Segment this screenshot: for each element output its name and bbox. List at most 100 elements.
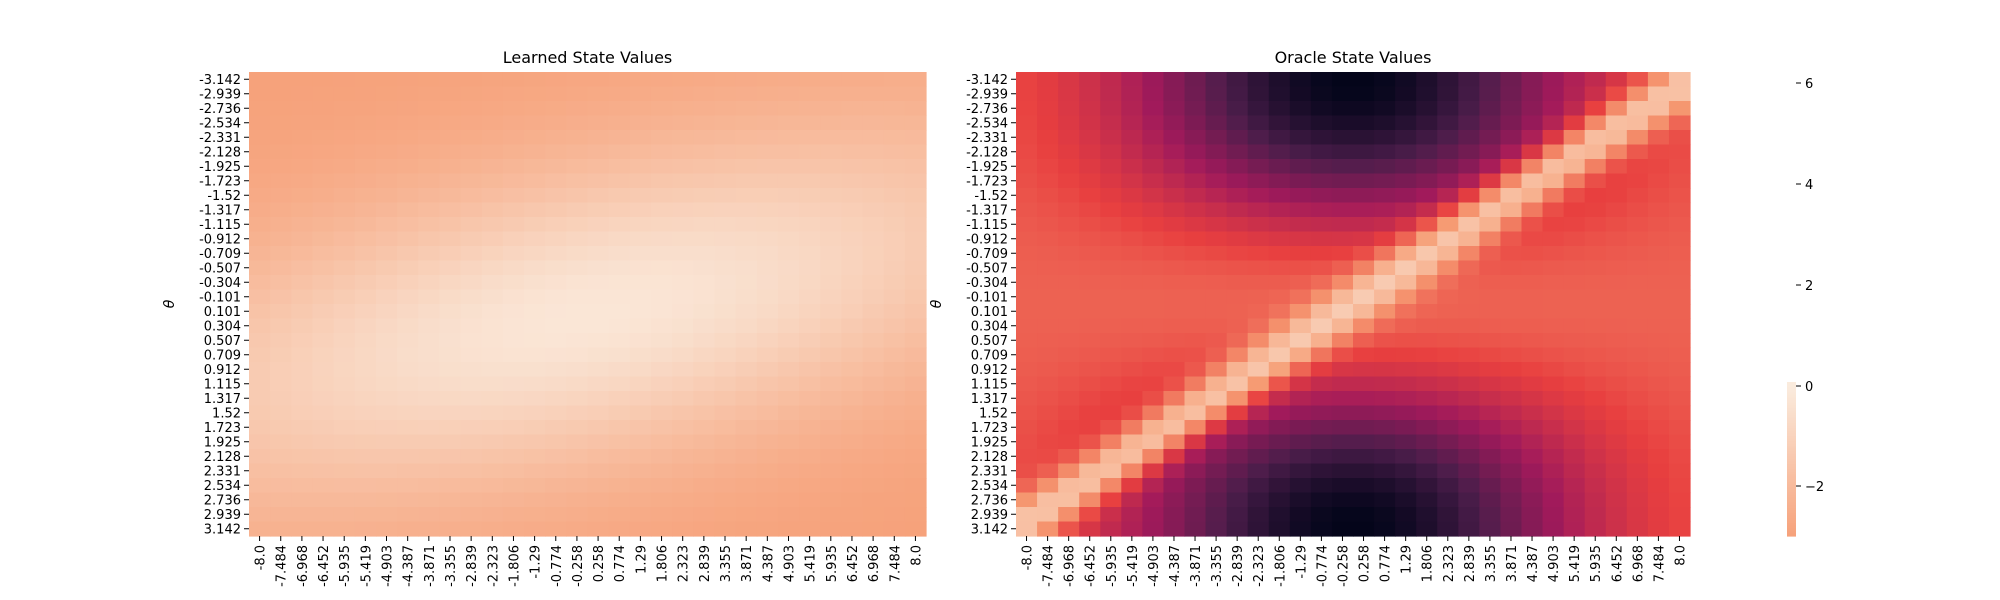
heatmap-cell	[333, 507, 356, 523]
heatmap-cell	[481, 260, 504, 276]
heatmap-cell	[1416, 86, 1438, 102]
heatmap-cell	[650, 231, 673, 247]
heatmap-cell	[1205, 246, 1228, 262]
heatmap-cell	[862, 246, 885, 262]
heatmap-cell	[1437, 362, 1459, 378]
heatmap-cell	[756, 173, 779, 189]
heatmap-cell	[1058, 144, 1080, 160]
heatmap-cell	[714, 507, 737, 523]
heatmap-cell	[1289, 333, 1312, 349]
heatmap-cell	[1542, 521, 1565, 537]
heatmap-cell	[1563, 231, 1586, 247]
heatmap-cell	[1479, 101, 1502, 117]
heatmap-cell	[1605, 144, 1628, 160]
x-tick-label: 7.484	[1652, 545, 1667, 582]
heatmap-cell	[1647, 463, 1670, 479]
heatmap-cell	[502, 202, 525, 218]
heatmap-cell	[799, 507, 821, 523]
heatmap-cell	[1416, 231, 1438, 247]
heatmap-cell	[1605, 318, 1628, 334]
heatmap-cell	[1563, 420, 1586, 436]
heatmap-cell	[1500, 130, 1523, 146]
heatmap-cell	[418, 173, 441, 189]
colorbar-segment	[1787, 494, 1796, 499]
heatmap-cell	[799, 318, 821, 334]
heatmap-cell	[1037, 159, 1059, 175]
heatmap-cell	[502, 521, 525, 537]
heatmap-cell	[1458, 86, 1480, 102]
heatmap-cell	[1079, 130, 1101, 146]
heatmap-cell	[1353, 347, 1375, 363]
heatmap-cell	[1226, 333, 1249, 349]
heatmap-cell	[735, 130, 758, 146]
heatmap-cell	[354, 492, 377, 508]
heatmap-cell	[1037, 246, 1059, 262]
heatmap-cell	[883, 405, 906, 421]
heatmap-cell	[1521, 289, 1544, 305]
heatmap-cell	[1121, 420, 1143, 436]
heatmap-cell	[862, 391, 885, 407]
heatmap-cell	[1521, 304, 1544, 320]
heatmap-cell	[608, 217, 631, 233]
heatmap-cell	[397, 289, 419, 305]
heatmap-cell	[270, 318, 292, 334]
learned-y-ticks: -3.142-2.939-2.736-2.534-2.331-2.128-1.9…	[199, 73, 249, 537]
heatmap-cell	[291, 347, 314, 363]
heatmap-cell	[735, 202, 758, 218]
heatmap-cell	[1310, 188, 1333, 204]
heatmap-cell	[799, 391, 821, 407]
heatmap-cell	[460, 449, 483, 465]
heatmap-cell	[587, 507, 610, 523]
x-tick-label: 5.419	[1568, 545, 1583, 582]
heatmap-cell	[735, 507, 758, 523]
heatmap-cell	[1331, 492, 1354, 508]
heatmap-cell	[1058, 304, 1080, 320]
heatmap-cell	[439, 492, 462, 508]
heatmap-cell	[1310, 202, 1333, 218]
heatmap-cell	[1647, 521, 1670, 537]
heatmap-cell	[735, 115, 758, 131]
heatmap-cell	[1626, 289, 1649, 305]
heatmap-cell	[1247, 289, 1270, 305]
heatmap-cell	[1184, 463, 1207, 479]
heatmap-cell	[1437, 463, 1459, 479]
heatmap-cell	[1542, 318, 1565, 334]
heatmap-cell	[1205, 507, 1228, 523]
y-tick-label: 3.142	[204, 522, 241, 537]
heatmap-cell	[1037, 434, 1059, 450]
y-tick-label: 2.736	[971, 493, 1008, 508]
heatmap-cell	[1079, 115, 1101, 131]
heatmap-cell	[1374, 333, 1396, 349]
heatmap-cell	[672, 159, 694, 175]
heatmap-cell	[1416, 478, 1438, 494]
heatmap-cell	[1247, 362, 1270, 378]
colorbar-segment	[1787, 412, 1796, 416]
heatmap-cell	[545, 72, 567, 88]
heatmap-cell	[1374, 318, 1396, 334]
heatmap-cell	[672, 434, 694, 450]
heatmap-cell	[777, 376, 800, 392]
colorbar-segment	[1787, 397, 1796, 401]
heatmap-cell	[1500, 115, 1523, 131]
heatmap-cell	[841, 521, 864, 537]
heatmap-cell	[1584, 391, 1607, 407]
heatmap-cell	[1163, 275, 1186, 291]
heatmap-cell	[1626, 275, 1649, 291]
heatmap-cell	[270, 289, 292, 305]
heatmap-cell	[291, 275, 314, 291]
heatmap-cell	[1647, 391, 1670, 407]
heatmap-cell	[1268, 492, 1291, 508]
heatmap-cell	[862, 449, 885, 465]
heatmap-cell	[756, 304, 779, 320]
heatmap-cell	[862, 521, 885, 537]
heatmap-cell	[1458, 130, 1480, 146]
colorbar-segment	[1787, 512, 1796, 517]
heatmap-cell	[1016, 478, 1038, 494]
heatmap-cell	[820, 420, 842, 436]
heatmap-cell	[650, 434, 673, 450]
heatmap-cell	[820, 391, 842, 407]
heatmap-cell	[1121, 362, 1143, 378]
heatmap-cell	[1668, 318, 1691, 334]
x-tick-label: 2.323	[677, 545, 692, 582]
heatmap-cell	[1268, 246, 1291, 262]
